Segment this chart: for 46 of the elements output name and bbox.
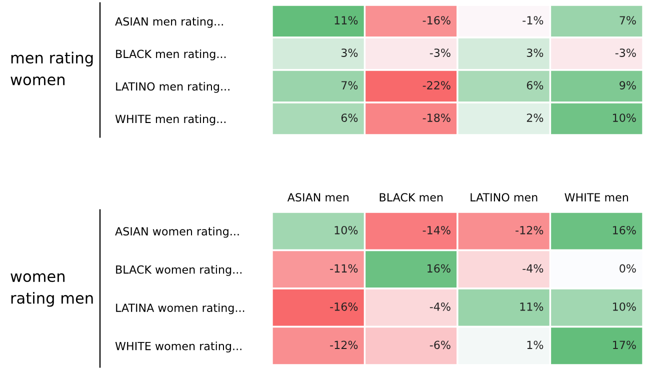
data-label: -12% <box>516 226 544 234</box>
data-label: -22% <box>422 81 450 90</box>
data-label: -16% <box>422 16 450 24</box>
data-label: 1% <box>527 340 544 350</box>
data-label: -4% <box>430 302 450 311</box>
y-tick-label: ASIAN men rating... <box>115 17 223 28</box>
x-tick-label: WHITE men <box>564 193 628 202</box>
y-tick-label: BLACK women rating... <box>116 265 242 276</box>
data-label: -3% <box>615 48 636 57</box>
data-label: -6% <box>430 340 450 350</box>
data-label: 11% <box>334 16 358 24</box>
x-tick-label: BLACK men <box>380 193 443 202</box>
data-label: 0% <box>620 264 636 273</box>
data-label: -14% <box>422 226 450 234</box>
data-label: 6% <box>341 114 358 122</box>
y-axis-title: men rating women <box>10 52 93 86</box>
data-label: 10% <box>334 226 358 234</box>
data-label: 3% <box>526 48 544 57</box>
data-label: -4% <box>522 264 544 273</box>
data-label: 7% <box>620 16 636 24</box>
data-label: 2% <box>526 114 544 122</box>
y-tick-label: LATINO men rating... <box>116 82 230 93</box>
data-label: 11% <box>520 302 544 311</box>
x-tick-label: ASIAN men <box>287 193 348 202</box>
data-label: 16% <box>428 264 450 273</box>
data-label: 17% <box>613 340 636 350</box>
data-label: -1% <box>522 16 544 24</box>
y-tick-label: BLACK men rating... <box>116 50 226 60</box>
data-label: 3% <box>341 48 358 57</box>
data-label: 6% <box>526 81 544 90</box>
data-label: 10% <box>613 114 636 122</box>
y-tick-label: ASIAN women rating... <box>115 226 239 238</box>
y-tick-label: LATINA women rating... <box>116 303 244 314</box>
data-label: -3% <box>430 48 450 57</box>
data-label: -18% <box>422 114 450 122</box>
data-label: 7% <box>342 81 358 90</box>
data-label: -16% <box>330 302 358 311</box>
data-label: 10% <box>613 302 636 311</box>
data-label: 9% <box>620 81 636 90</box>
y-axis-title: women rating men <box>10 273 93 307</box>
data-label: -12% <box>330 340 358 350</box>
y-tick-label: WHITE women rating... <box>115 342 242 352</box>
y-tick-label: WHITE men rating... <box>115 114 226 126</box>
data-label: -11% <box>330 264 358 273</box>
x-tick-label: LATINO men <box>470 193 538 202</box>
data-label: 16% <box>613 226 636 234</box>
